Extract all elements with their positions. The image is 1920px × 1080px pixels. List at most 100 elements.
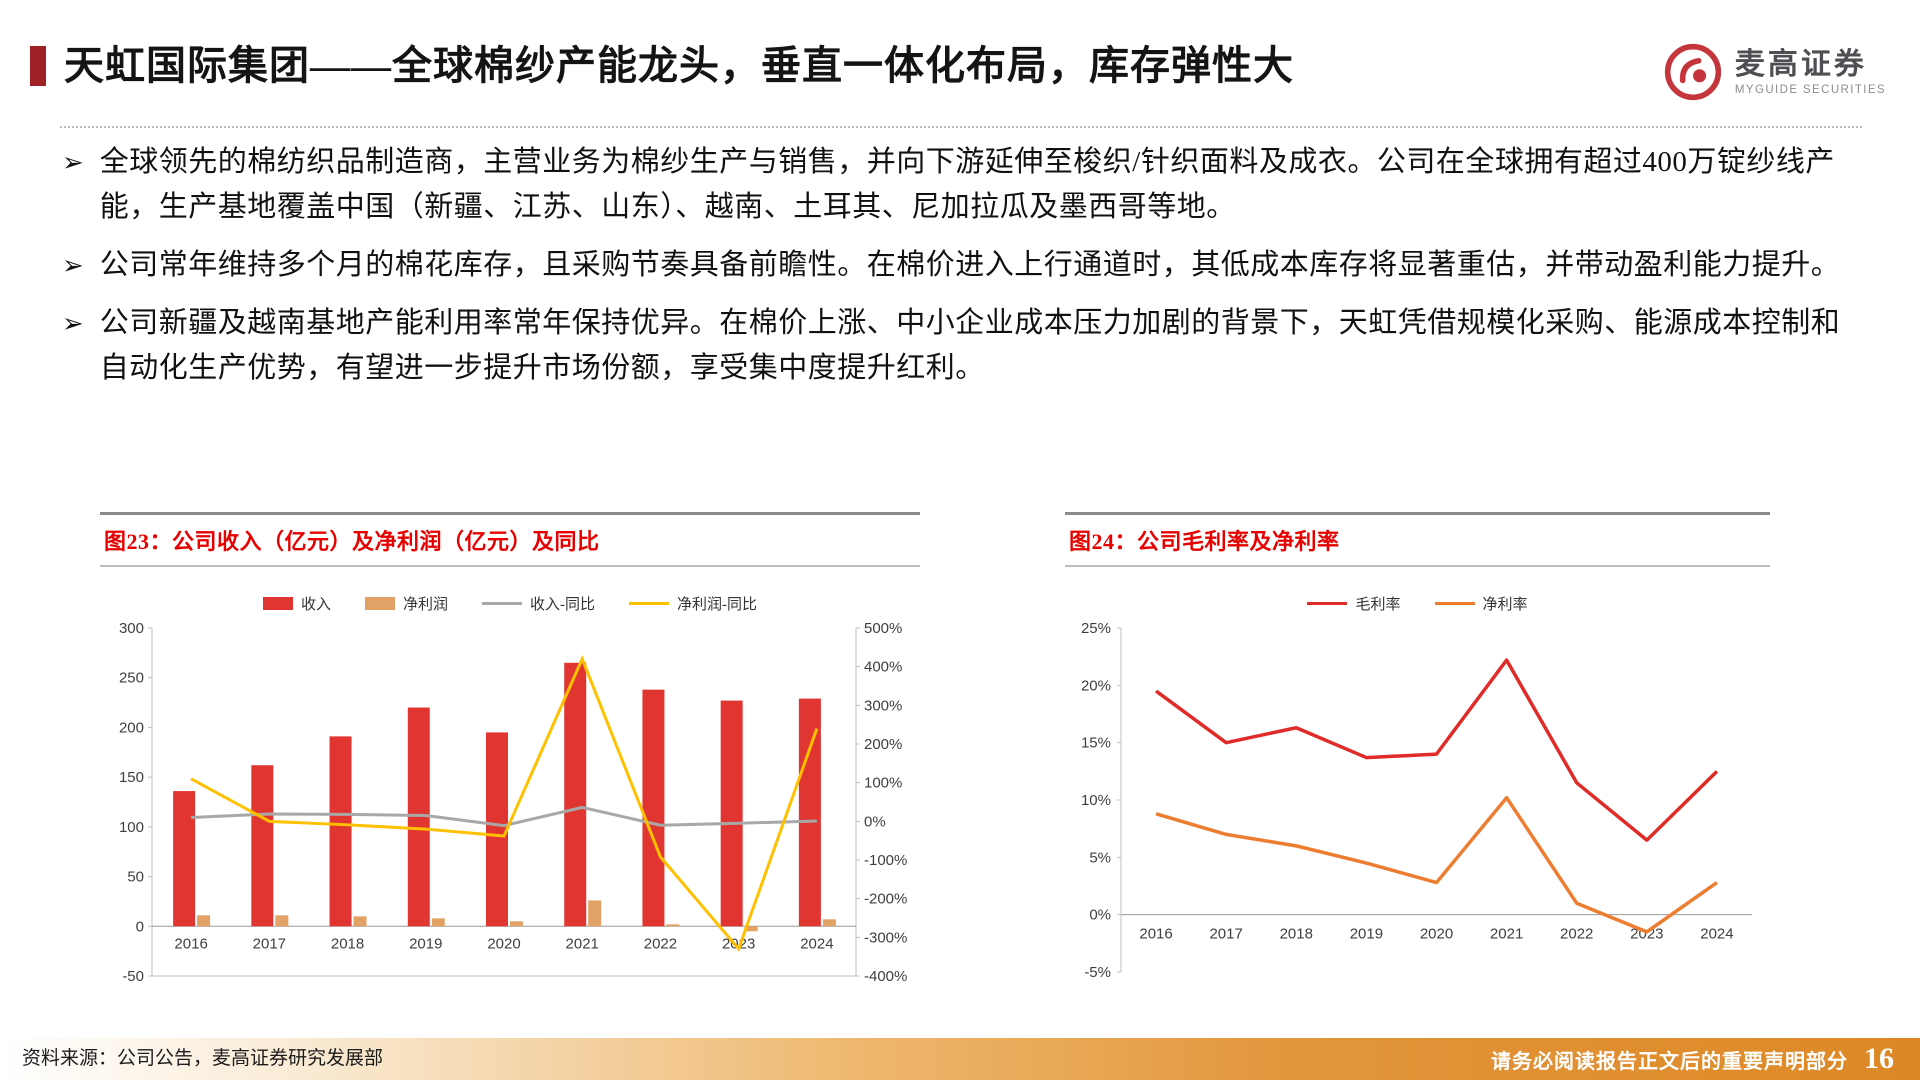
- 收入-bar: [720, 700, 743, 927]
- chart24-header: 图24：公司毛利率及净利率: [1065, 512, 1770, 567]
- x-axis-label: 2021: [1490, 926, 1523, 943]
- title-row: 天虹国际集团——全球棉纱产能龙头，垂直一体化布局，库存弹性大: [30, 42, 1294, 90]
- x-axis-label: 2018: [331, 935, 364, 952]
- legend-bar-swatch: [365, 597, 395, 610]
- summary-bullets: ➢ 全球领先的棉纺织品制造商，主营业务为棉纱生产与销售，并向下游延伸至梭织/针织…: [62, 140, 1854, 404]
- left-axis-tick-label: 250: [119, 670, 144, 687]
- brand-text: 麦高证券 MYGUIDE SECURITIES: [1735, 48, 1886, 96]
- left-axis-tick-label: -50: [122, 968, 144, 985]
- 收入-bar: [486, 732, 508, 927]
- 收入-bar: [173, 791, 196, 927]
- right-axis-tick-label: 0%: [864, 813, 886, 830]
- 净利润-bar: [744, 926, 758, 932]
- legend-label: 净利润-同比: [677, 597, 758, 613]
- legend-line-swatch: [629, 602, 670, 605]
- margin-chart-card: 图24：公司毛利率及净利率 毛利率 净利率 -5% 0% 5% 10% 15% 20% 25%…: [1065, 512, 1770, 1018]
- right-axis-tick-label: -200%: [864, 891, 907, 908]
- brand-name-en: MYGUIDE SECURITIES: [1734, 84, 1886, 96]
- y-axis-tick-label: 10%: [1081, 792, 1111, 809]
- right-axis-tick-label: 500%: [864, 620, 902, 637]
- bullet-text: 公司新疆及越南基地产能利用率常年保持优异。在棉价上涨、中小企业成本压力加剧的背景…: [99, 307, 1841, 384]
- legend-item: 净利润-同比: [629, 593, 757, 614]
- legend-label: 毛利率: [1355, 597, 1401, 613]
- chart23-title: 图23：公司收入（亿元）及净利润（亿元）及同比: [104, 529, 600, 554]
- legend-label: 净利率: [1482, 597, 1528, 613]
- brand-name-cn: 麦高证券: [1734, 48, 1867, 81]
- bullet-arrow-icon: ➢: [62, 309, 84, 338]
- right-axis-tick-label: 400%: [864, 659, 902, 676]
- right-axis-tick-label: 200%: [864, 736, 902, 753]
- x-axis-label: 2018: [1280, 926, 1313, 943]
- y-axis-tick-label: 25%: [1081, 620, 1111, 637]
- 净利润-bar: [510, 921, 523, 927]
- left-axis-tick-label: 0: [136, 918, 144, 935]
- header-divider: [60, 126, 1862, 128]
- legend-item: 收入: [262, 593, 331, 614]
- left-axis-tick-label: 300: [119, 620, 144, 637]
- page-title: 天虹国际集团——全球棉纱产能龙头，垂直一体化布局，库存弹性大: [64, 43, 1294, 88]
- 净利润-bar: [666, 924, 680, 927]
- x-axis-label: 2016: [174, 935, 207, 952]
- bullet-text: 全球领先的棉纺织品制造商，主营业务为棉纱生产与销售，并向下游延伸至梭织/针织面料…: [99, 146, 1835, 223]
- x-axis-label: 2021: [566, 935, 599, 952]
- legend-item: 净利率: [1434, 593, 1528, 614]
- left-axis-tick-label: 50: [127, 869, 144, 886]
- legend-bar-swatch: [262, 597, 293, 610]
- 净利润-同比-line: [190, 655, 819, 952]
- revenue-profit-chart-card: 图23：公司收入（亿元）及净利润（亿元）及同比 收入 净利润 收入-同比 净利润-同比…: [100, 512, 920, 1018]
- page-footer: 资料来源：公司公告，麦高证券研究发展部 请务必阅读报告正文后的重要声明部分 16: [0, 1038, 1920, 1080]
- page-number: 16: [1864, 1042, 1894, 1075]
- bullet-item: ➢ 公司新疆及越南基地产能利用率常年保持优异。在棉价上涨、中小企业成本压力加剧的…: [62, 301, 1854, 391]
- x-axis-label: 2016: [1139, 926, 1172, 943]
- 收入-bar: [798, 698, 821, 927]
- 净利润-bar: [353, 916, 367, 927]
- brand-logo-icon: [1664, 43, 1722, 101]
- legend-label: 收入: [300, 597, 331, 613]
- x-axis-label: 2022: [644, 935, 677, 952]
- bullet-arrow-icon: ➢: [62, 148, 84, 177]
- right-axis-tick-label: -400%: [864, 968, 907, 985]
- 净利润-bar: [197, 915, 211, 927]
- 净利润-bar: [275, 915, 289, 927]
- x-axis-label: 2022: [1560, 926, 1593, 943]
- bullet-arrow-icon: ➢: [62, 251, 84, 280]
- 收入-bar: [251, 765, 274, 927]
- 净利润-bar: [588, 900, 602, 927]
- y-axis-tick-label: 5%: [1089, 849, 1111, 866]
- right-axis-tick-label: -100%: [864, 852, 907, 869]
- 净利润-bar: [822, 919, 836, 927]
- legend-item: 净利润: [365, 593, 448, 614]
- x-axis-label: 2019: [409, 935, 442, 952]
- right-axis-tick-label: -300%: [864, 929, 907, 946]
- legend-label: 收入-同比: [530, 597, 596, 613]
- y-axis-tick-label: 20%: [1081, 677, 1111, 694]
- x-axis-label: 2019: [1350, 926, 1383, 943]
- x-axis-label: 2020: [487, 935, 520, 952]
- left-axis-tick-label: 150: [119, 769, 144, 786]
- charts-row: 图23：公司收入（亿元）及净利润（亿元）及同比 收入 净利润 收入-同比 净利润-同比…: [100, 512, 1770, 1018]
- legend-line-swatch: [1307, 602, 1348, 605]
- source-note: 资料来源：公司公告，麦高证券研究发展部: [22, 1048, 384, 1069]
- x-axis-label: 2024: [1700, 926, 1733, 943]
- footer-right: 请务必阅读报告正文后的重要声明部分 16: [1491, 1038, 1894, 1080]
- chart23-legend: 收入 净利润 收入-同比 净利润-同比: [100, 593, 920, 614]
- x-axis-label: 2020: [1420, 926, 1453, 943]
- chart24-title: 图24：公司毛利率及净利率: [1069, 529, 1340, 554]
- 毛利率-line: [1155, 658, 1719, 842]
- margin-line-chart: -5% 0% 5% 10% 15% 20% 25% 2016 2017 2018 2019 2020 2…: [1081, 620, 1752, 981]
- 收入-同比-line: [191, 805, 817, 828]
- y-axis-tick-label: -5%: [1084, 964, 1111, 981]
- bullet-item: ➢ 公司常年维持多个月的棉花库存，且采购节奏具备前瞻性。在棉价进入上行通道时，其…: [62, 243, 1854, 288]
- legend-line-swatch: [482, 602, 523, 605]
- 收入-bar: [642, 689, 665, 927]
- chart24-legend: 毛利率 净利率: [1065, 593, 1770, 614]
- left-axis-tick-label: 100: [119, 819, 144, 836]
- chart23-header: 图23：公司收入（亿元）及净利润（亿元）及同比: [100, 512, 920, 567]
- x-axis-label: 2017: [1209, 926, 1242, 943]
- page-header: 天虹国际集团——全球棉纱产能龙头，垂直一体化布局，库存弹性大 麦高证券 MYGU…: [30, 42, 1886, 102]
- y-axis-tick-label: 0%: [1089, 907, 1111, 924]
- 收入-bar: [329, 736, 352, 927]
- brand-logo: 麦高证券 MYGUIDE SECURITIES: [1663, 42, 1886, 102]
- revenue-profit-combo-chart: -50 0 50 100 150 200 250 300 -400% -300% -200% -100…: [119, 620, 907, 985]
